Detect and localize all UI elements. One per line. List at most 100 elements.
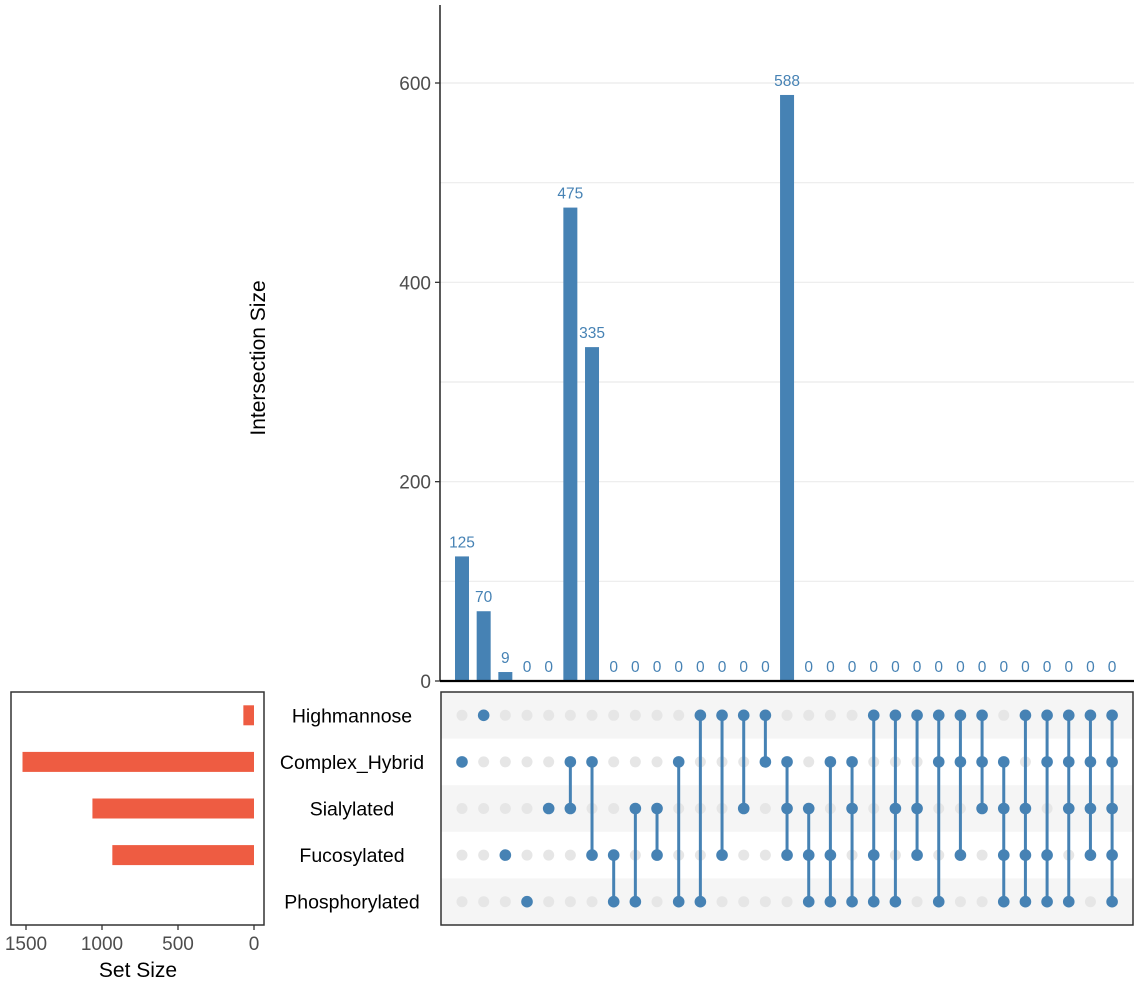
- matrix-dot-inactive: [521, 709, 533, 721]
- intersection-bar-label: 0: [696, 659, 705, 676]
- matrix-dot-active: [846, 802, 858, 815]
- intersection-bar-label: 0: [956, 659, 965, 676]
- intersection-bar: [563, 207, 578, 682]
- matrix-dot-active: [1084, 756, 1097, 768]
- matrix-dot-inactive: [456, 849, 468, 861]
- matrix-dot-active: [1084, 849, 1097, 861]
- matrix-dot-inactive: [478, 849, 490, 861]
- matrix-dot-active: [954, 849, 967, 861]
- matrix-dot-active: [997, 895, 1010, 908]
- matrix-dot-active: [651, 802, 663, 815]
- intersection-bar-label: 0: [1021, 659, 1030, 676]
- set-name-label: Sialylated: [310, 799, 395, 821]
- intersection-bar: [585, 347, 600, 681]
- intersection-bar-label: 0: [674, 659, 683, 676]
- matrix-dot-inactive: [976, 896, 988, 908]
- matrix-dot-inactive: [499, 803, 511, 814]
- matrix-dot-inactive: [651, 756, 663, 768]
- intersection-bar: [780, 94, 795, 681]
- matrix-dot-active: [759, 756, 772, 768]
- matrix-dot-active: [1084, 802, 1097, 815]
- intersection-bar-label: 0: [826, 659, 835, 676]
- matrix-dot-inactive: [478, 756, 490, 768]
- intersection-size-axis: 0 200 400 600: [399, 5, 1134, 693]
- set-size-panel: Highmannose Complex_Hybrid Sialylated Fucos…: [5, 691, 424, 955]
- matrix-panel: [440, 691, 1134, 926]
- matrix-dot-inactive: [759, 896, 771, 908]
- intersection-bar-label: 9: [501, 650, 510, 667]
- intersection-size-axis-title: Intersection Size: [247, 280, 270, 435]
- intersection-bar-label: 0: [999, 659, 1008, 676]
- matrix-dot-inactive: [608, 709, 620, 721]
- matrix-dot-active: [911, 849, 923, 861]
- intersection-bars: [455, 94, 795, 682]
- matrix-dot-inactive: [586, 709, 598, 721]
- matrix-dot-active: [781, 849, 793, 861]
- intersection-bar-label: 0: [761, 659, 770, 676]
- matrix-dot-inactive: [543, 709, 555, 721]
- matrix-dot-active: [672, 756, 685, 768]
- matrix-dot-inactive: [543, 849, 555, 861]
- matrix-dot-active: [1106, 895, 1118, 908]
- matrix-dot-active: [824, 849, 837, 861]
- matrix-dot-active: [889, 709, 902, 722]
- set-axis-tick-label: 500: [162, 934, 194, 955]
- matrix-dot-active: [1084, 709, 1097, 722]
- matrix-dot-active: [802, 849, 815, 861]
- set-panel-border: [10, 691, 265, 926]
- matrix-dot-inactive: [499, 756, 511, 768]
- intersection-bar-label: 335: [579, 325, 605, 342]
- matrix-dot-active: [954, 709, 967, 722]
- matrix-dot-active: [499, 849, 512, 861]
- matrix-dot-active: [1019, 709, 1032, 722]
- matrix-dot-inactive: [803, 709, 815, 721]
- matrix-dot-active: [477, 709, 490, 722]
- matrix-dot-active: [607, 849, 620, 861]
- matrix-dot-active: [1019, 849, 1032, 861]
- intersection-bar-label: 0: [1108, 659, 1117, 676]
- matrix-dot-active: [781, 802, 793, 815]
- set-size-bar: [92, 798, 254, 819]
- intersection-bar-label: 0: [544, 659, 553, 676]
- matrix-dot-inactive: [543, 756, 555, 768]
- matrix-dot-active: [1041, 709, 1053, 722]
- matrix-dot-active: [932, 895, 945, 908]
- intersection-bar: [455, 556, 469, 681]
- matrix-dot-active: [737, 709, 750, 722]
- matrix-dot-inactive: [651, 709, 663, 721]
- matrix-dot-inactive: [456, 896, 468, 908]
- matrix-dot-inactive: [954, 896, 966, 908]
- set-size-bar: [22, 751, 255, 772]
- matrix-dot-active: [867, 709, 880, 722]
- matrix-dot-inactive: [759, 849, 771, 861]
- matrix-dot-active: [672, 895, 685, 908]
- set-axis-tick-label: 1500: [5, 934, 47, 955]
- matrix-dot-inactive: [586, 896, 598, 908]
- matrix-dot-inactive: [976, 849, 988, 861]
- matrix-dot-active: [932, 756, 945, 768]
- matrix-dot-active: [889, 895, 902, 908]
- matrix-dot-inactive: [824, 709, 836, 721]
- matrix-dot-inactive: [673, 709, 685, 721]
- matrix-dot-active: [846, 756, 858, 768]
- matrix-dot-active: [542, 802, 555, 815]
- intersection-bar-label: 0: [1064, 659, 1073, 676]
- matrix-dot-inactive: [738, 896, 750, 908]
- matrix-dot-inactive: [521, 756, 533, 768]
- intersection-bar: [476, 611, 491, 681]
- set-name-label: Phosphorylated: [284, 892, 420, 914]
- matrix-dot-inactive: [651, 896, 663, 908]
- matrix-dot-inactive: [911, 896, 923, 908]
- intersection-bar-label: 0: [978, 659, 987, 676]
- matrix-dot-active: [911, 802, 923, 815]
- intersection-bar-label: 0: [848, 659, 857, 676]
- matrix-dot-active: [1106, 802, 1118, 815]
- intersection-bar-label: 0: [934, 659, 943, 676]
- matrix-dot-active: [1106, 849, 1118, 861]
- matrix-dot-inactive: [1084, 896, 1096, 908]
- set-axis-tick-label: 1000: [81, 934, 123, 955]
- intersection-bar-label: 0: [913, 659, 922, 676]
- matrix-dot-active: [997, 756, 1010, 768]
